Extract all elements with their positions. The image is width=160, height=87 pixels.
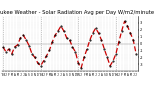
Title: Milwaukee Weather - Solar Radiation Avg per Day W/m2/minute: Milwaukee Weather - Solar Radiation Avg … (0, 10, 154, 15)
